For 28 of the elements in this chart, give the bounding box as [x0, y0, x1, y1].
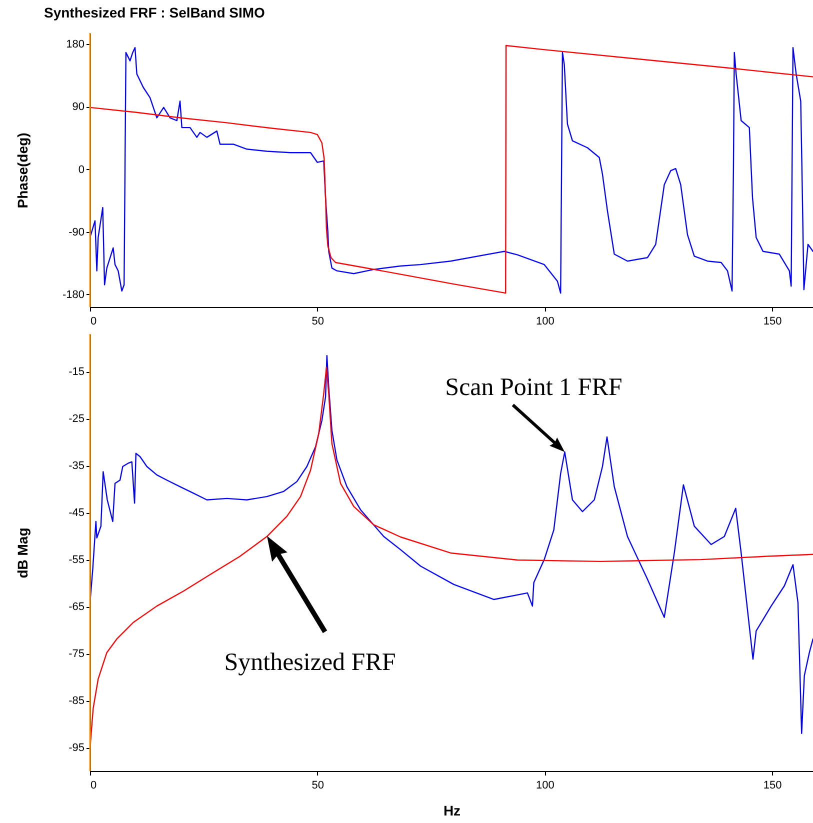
x-tick-label: 0: [90, 316, 97, 328]
y-tick-label: -75: [68, 648, 84, 660]
x-tick-label: 150: [763, 316, 782, 328]
y-tick-label: -25: [68, 413, 84, 426]
x-tick-label: 0: [90, 780, 97, 792]
y-tick-label: 180: [66, 38, 84, 51]
x-axis-title: Hz: [443, 802, 461, 818]
y-tick-label: -55: [68, 554, 84, 566]
x-tick-label: 100: [536, 316, 554, 328]
y-tick-label: -85: [68, 695, 84, 708]
y-tick-label: 0: [78, 164, 84, 176]
y-tick-label: -15: [68, 366, 84, 378]
y-tick-label: -45: [68, 507, 84, 520]
y-axis-title: Phase(deg): [14, 132, 30, 208]
x-tick-label: 50: [312, 780, 324, 792]
annotation: Synthesized FRF: [224, 649, 396, 676]
x-tick-label: 150: [763, 780, 782, 792]
x-tick-label: 100: [536, 780, 554, 792]
y-tick-label: -65: [68, 601, 84, 614]
x-tick-label: 50: [312, 316, 324, 328]
annotation: Scan Point 1 FRF: [445, 374, 622, 401]
y-tick-label: -95: [68, 742, 84, 754]
y-tick-label: -90: [68, 226, 84, 238]
y-tick-label: -180: [62, 288, 84, 301]
y-axis-title: dB Mag: [14, 528, 30, 578]
chart-title: Synthesized FRF : SelBand SIMO: [44, 4, 266, 20]
y-tick-label: -35: [68, 460, 84, 472]
y-tick-label: 90: [72, 101, 84, 114]
